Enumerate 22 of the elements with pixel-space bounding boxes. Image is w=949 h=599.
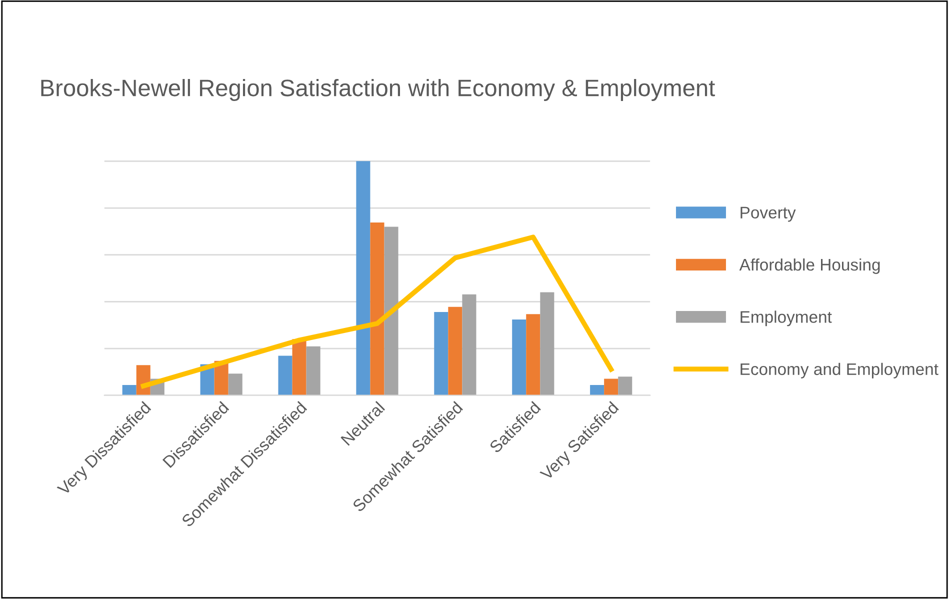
bar	[306, 346, 320, 396]
bar	[384, 226, 398, 396]
bar	[526, 314, 540, 396]
bar	[618, 376, 632, 396]
legend-label: Economy and Employment	[740, 362, 938, 378]
bar	[278, 356, 292, 396]
bar	[292, 339, 306, 396]
bar	[356, 161, 370, 396]
legend-label: Affordable Housing	[739, 258, 880, 274]
bar	[448, 306, 462, 396]
legend-label: Poverty	[740, 206, 796, 222]
bar	[604, 378, 618, 396]
legend-label: Employment	[740, 310, 832, 326]
bar	[370, 222, 384, 396]
bar	[540, 292, 554, 396]
bar	[462, 294, 476, 396]
chart-title: Brooks-Newell Region Satisfaction with Economy & Employment	[41, 78, 715, 102]
bar	[228, 374, 242, 396]
bar	[122, 385, 136, 396]
bar	[590, 385, 604, 396]
bar	[434, 312, 448, 396]
bar	[512, 319, 526, 396]
